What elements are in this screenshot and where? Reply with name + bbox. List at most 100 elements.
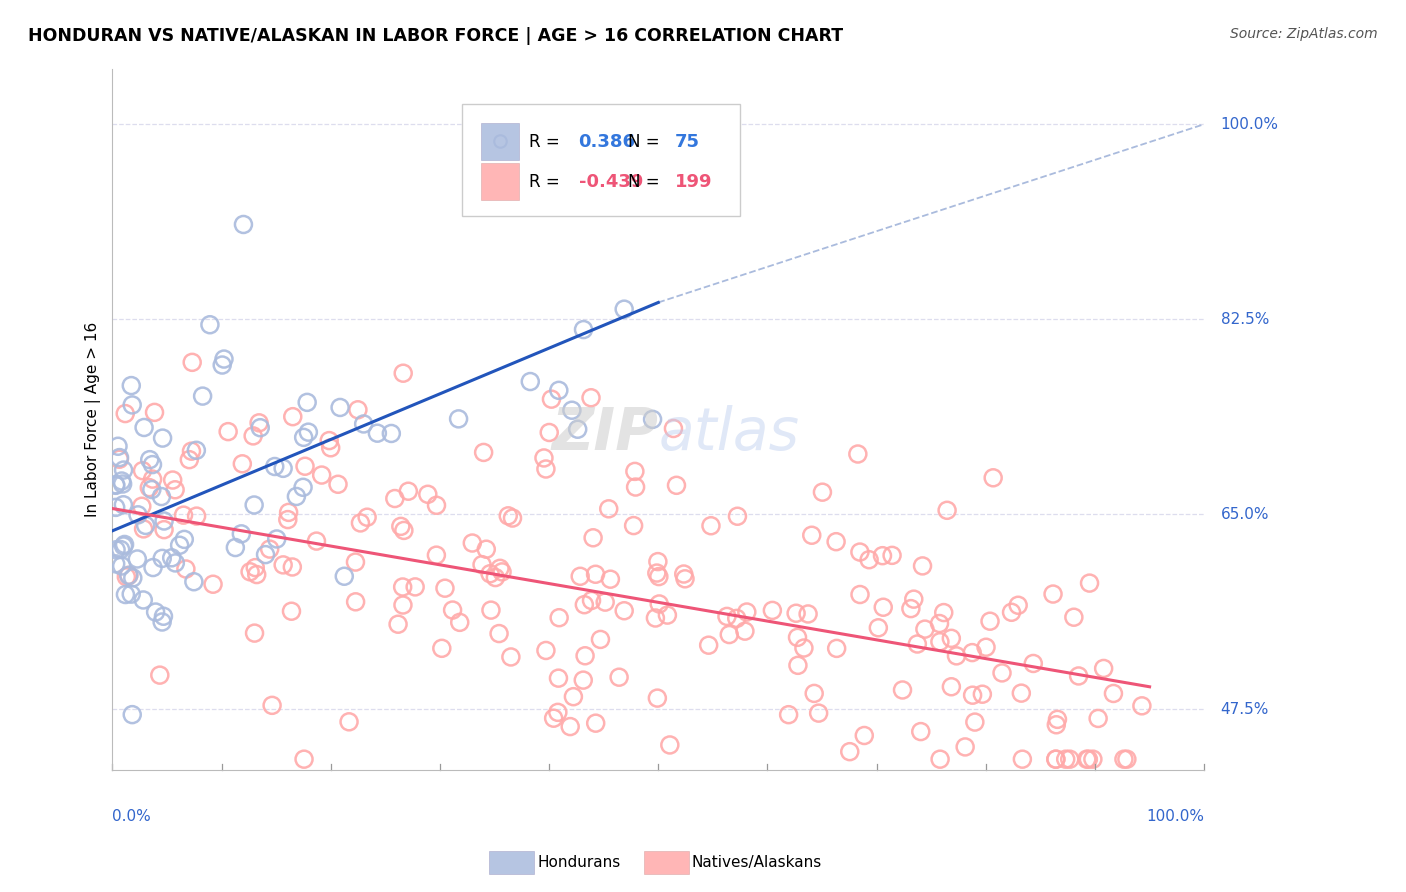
Point: [295, 395, 318, 409]
Point: [647, 691, 669, 706]
Point: [121, 571, 143, 585]
Point: [1078, 576, 1101, 591]
Point: [803, 686, 825, 700]
Point: [543, 711, 565, 725]
Text: Natives/Alaskans: Natives/Alaskans: [692, 855, 823, 870]
Text: 199: 199: [675, 173, 713, 191]
Point: [725, 611, 748, 625]
Point: [1112, 752, 1135, 766]
Text: HONDURAN VS NATIVE/ALASKAN IN LABOR FORCE | AGE > 16 CORRELATION CHART: HONDURAN VS NATIVE/ALASKAN IN LABOR FORC…: [28, 27, 844, 45]
Point: [479, 566, 502, 581]
Point: [224, 541, 246, 555]
Point: [567, 422, 589, 436]
Point: [979, 614, 1001, 628]
Point: [579, 391, 602, 405]
Point: [186, 509, 208, 524]
Point: [929, 752, 952, 766]
Point: [277, 512, 299, 526]
Point: [624, 480, 647, 494]
Point: [548, 610, 571, 624]
Point: [941, 632, 963, 646]
Point: [599, 572, 621, 586]
Point: [150, 551, 173, 566]
Point: [1011, 752, 1033, 766]
Point: [716, 609, 738, 624]
Point: [849, 587, 872, 601]
Point: [114, 537, 136, 551]
Text: atlas: atlas: [658, 405, 799, 462]
Text: 47.5%: 47.5%: [1220, 701, 1270, 716]
Point: [104, 557, 127, 571]
Point: [538, 425, 561, 440]
Point: [540, 392, 562, 406]
Point: [613, 302, 636, 317]
Point: [404, 580, 426, 594]
Point: [903, 592, 925, 607]
Point: [150, 490, 173, 504]
Point: [945, 648, 967, 663]
Point: [461, 536, 484, 550]
Point: [981, 471, 1004, 485]
Point: [561, 403, 583, 417]
Point: [825, 641, 848, 656]
Point: [807, 706, 830, 720]
Point: [337, 714, 360, 729]
Point: [648, 597, 671, 611]
Point: [142, 472, 165, 486]
Point: [838, 745, 860, 759]
Point: [142, 560, 165, 574]
Point: [173, 508, 195, 523]
Text: 0.0%: 0.0%: [112, 809, 152, 824]
Point: [118, 568, 141, 582]
Point: [118, 568, 141, 582]
Point: [105, 542, 128, 557]
Point: [231, 526, 253, 541]
Point: [333, 569, 356, 583]
Point: [392, 598, 415, 612]
Point: [932, 606, 955, 620]
Point: [700, 518, 723, 533]
Point: [271, 461, 294, 475]
Point: [718, 627, 741, 641]
Point: [138, 481, 160, 495]
Point: [135, 518, 157, 533]
Text: 100.0%: 100.0%: [1146, 809, 1204, 824]
Point: [110, 542, 132, 557]
Point: [797, 607, 820, 621]
Point: [953, 739, 976, 754]
FancyBboxPatch shape: [481, 163, 519, 200]
Point: [347, 402, 370, 417]
Point: [479, 603, 502, 617]
Point: [181, 355, 204, 369]
Point: [198, 318, 221, 332]
Point: [160, 550, 183, 565]
Point: [793, 640, 815, 655]
Point: [574, 598, 596, 612]
Point: [104, 500, 127, 515]
Point: [1076, 752, 1098, 766]
Point: [534, 462, 557, 476]
Point: [180, 444, 202, 458]
Point: [472, 445, 495, 459]
Point: [928, 634, 950, 648]
Point: [936, 503, 959, 517]
Point: [111, 477, 134, 491]
Point: [392, 524, 415, 538]
Point: [104, 477, 127, 491]
Point: [152, 431, 174, 445]
Point: [673, 572, 696, 586]
Point: [396, 484, 419, 499]
Point: [569, 569, 592, 583]
Point: [202, 577, 225, 591]
Point: [1115, 752, 1137, 766]
Point: [246, 567, 269, 582]
Text: N =: N =: [627, 133, 665, 151]
Point: [849, 545, 872, 559]
Point: [243, 626, 266, 640]
Point: [562, 690, 585, 704]
Point: [326, 477, 349, 491]
Point: [433, 581, 456, 595]
Point: [858, 552, 880, 566]
Point: [152, 609, 174, 624]
Point: [249, 420, 271, 434]
